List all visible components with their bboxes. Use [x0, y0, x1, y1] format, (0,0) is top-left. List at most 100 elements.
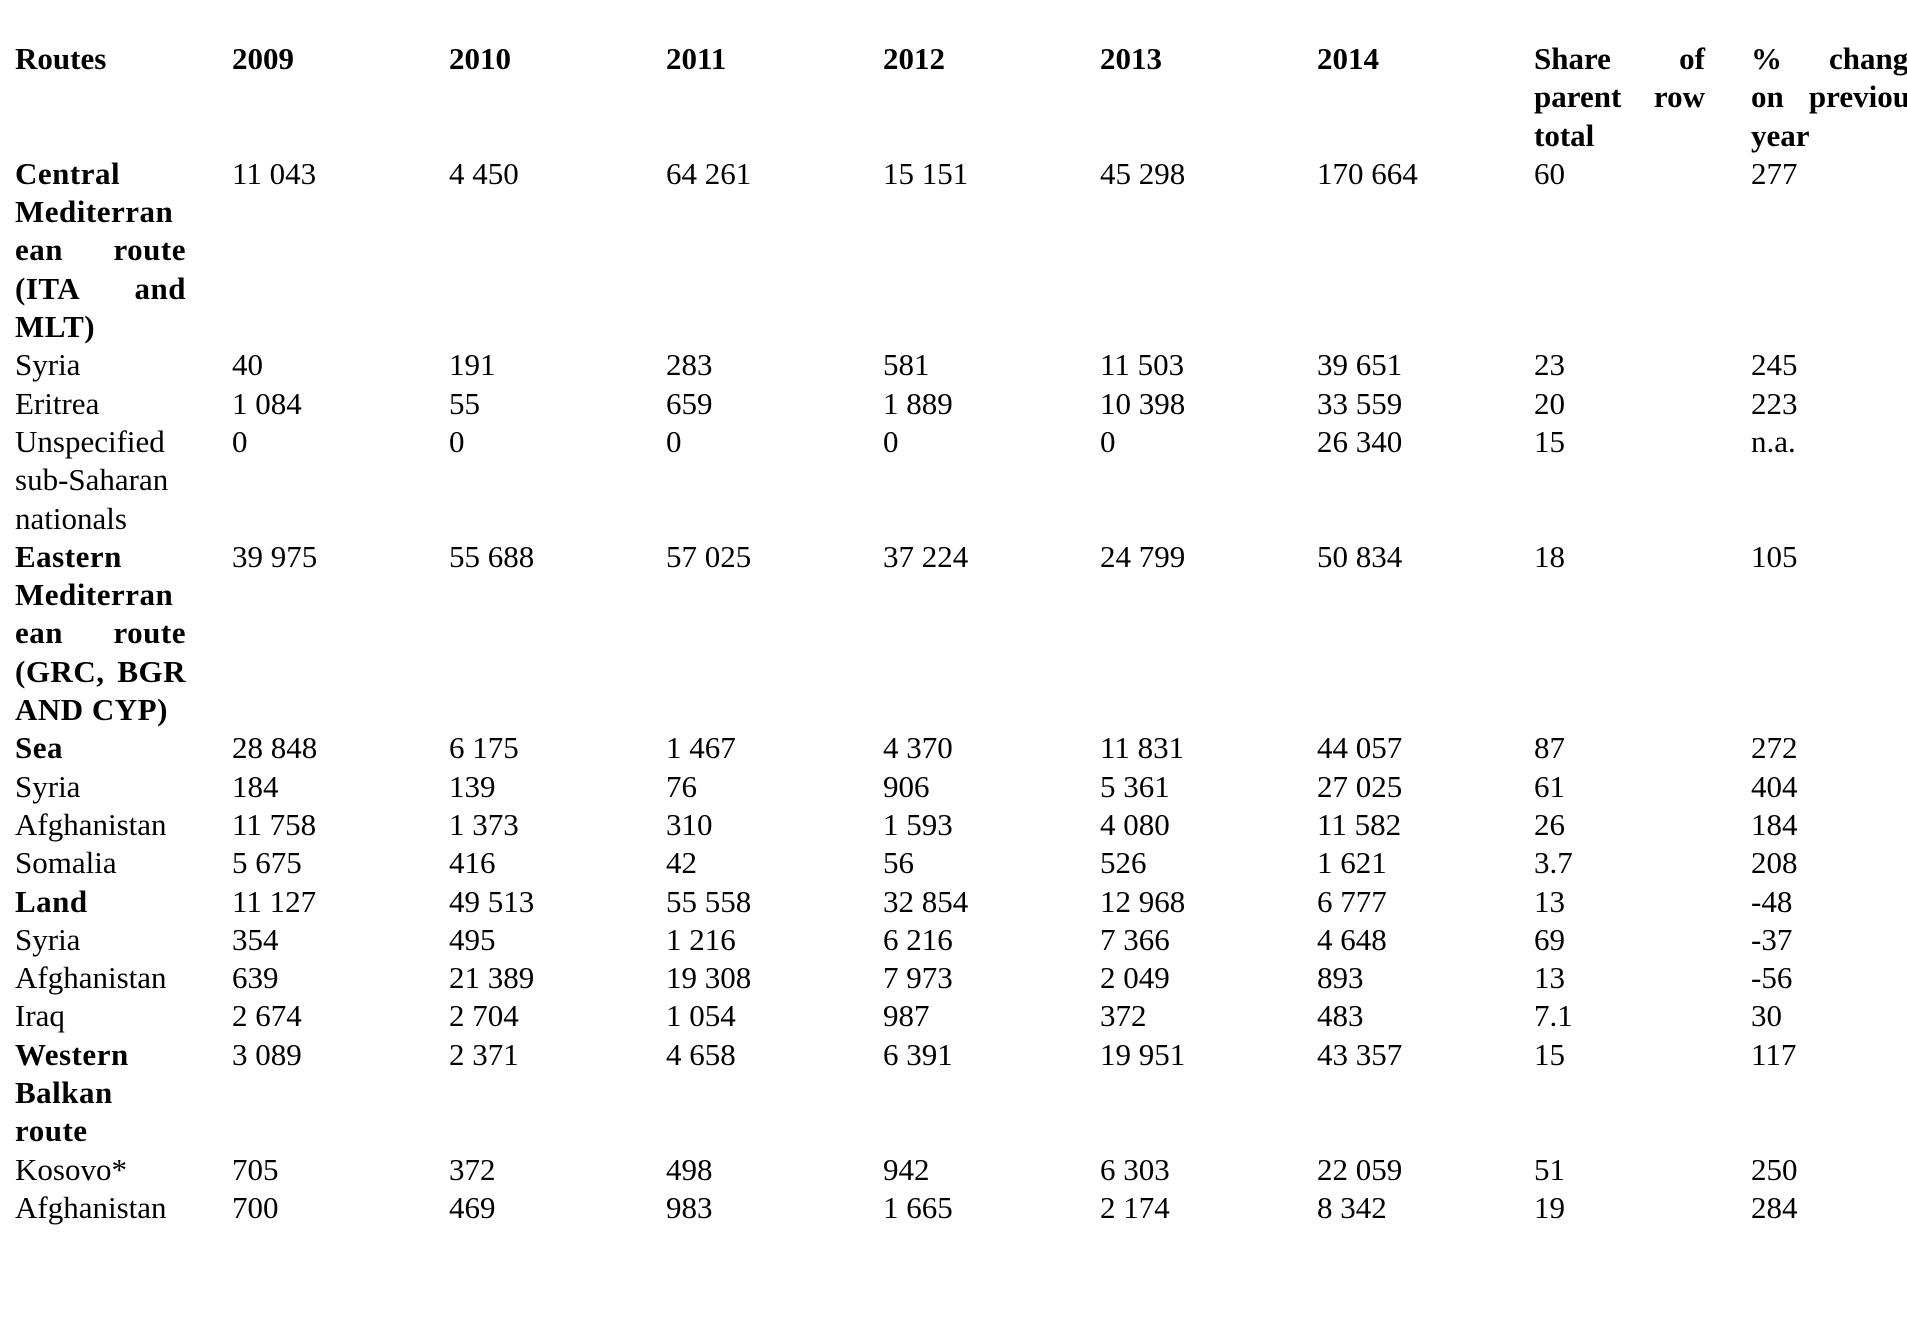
cell: 87: [1534, 730, 1565, 766]
cell: 27 025: [1317, 768, 1403, 804]
cell: 61: [1534, 768, 1565, 804]
cell: 37 224: [883, 538, 969, 574]
cell: 6 777: [1317, 883, 1387, 919]
header-cell: 2011: [666, 41, 727, 76]
cell: 64 261: [666, 155, 752, 191]
cell: 272: [1751, 730, 1798, 766]
cell: 184: [232, 768, 279, 804]
cell: 705: [232, 1151, 279, 1187]
cell: n.a.: [1751, 423, 1796, 459]
cell: 4 658: [666, 1036, 736, 1072]
row-label: Syria: [15, 347, 81, 383]
cell: 2 049: [1100, 960, 1170, 996]
cell: 23: [1534, 347, 1565, 383]
row-label: Iraq: [15, 998, 65, 1034]
cell: 3.7: [1534, 845, 1573, 881]
cell: 7 366: [1100, 921, 1170, 957]
cell: 498: [666, 1151, 713, 1187]
cell: 69: [1534, 921, 1565, 957]
cell: 983: [666, 1189, 713, 1225]
row-label: Unspecified sub-Saharan nationals: [15, 423, 169, 536]
cell: 105: [1751, 538, 1798, 574]
header-cell: 2012: [883, 41, 945, 76]
cell: 10 398: [1100, 385, 1186, 421]
routes-table: Routes 2009 2010 2011 2012 2013 2014 Share of p…: [15, 40, 1907, 1227]
cell: 51: [1534, 1151, 1565, 1187]
cell: 483: [1317, 998, 1364, 1034]
table-row: Kosovo* 705 372 498 942 6 303 22 059 51 250: [15, 1151, 1907, 1189]
row-label: Kosovo*: [15, 1151, 127, 1187]
cell: 49 513: [449, 883, 535, 919]
cell: 0: [1100, 423, 1116, 459]
cell: 42: [666, 845, 697, 881]
row-label: Somalia: [15, 845, 117, 881]
cell: 372: [1100, 998, 1147, 1034]
row-label: Eastern Mediterranean route (GRC, BGR AN…: [15, 538, 186, 728]
header-cell: 2009: [232, 41, 294, 76]
cell: 11 503: [1100, 347, 1185, 383]
cell: 22 059: [1317, 1151, 1403, 1187]
cell: 372: [449, 1151, 496, 1187]
cell: 12 968: [1100, 883, 1186, 919]
cell: -37: [1751, 921, 1793, 957]
cell: 1 621: [1317, 845, 1387, 881]
row-label: Afghanistan: [15, 960, 167, 996]
cell: 11 831: [1100, 730, 1185, 766]
table-row: Syria 354 495 1 216 6 216 7 366 4 648 69 -37: [15, 921, 1907, 959]
header-row: Routes 2009 2010 2011 2012 2013 2014 Share of p…: [15, 40, 1907, 155]
cell: 639: [232, 960, 279, 996]
table-row: Iraq 2 674 2 704 1 054 987 372 483 7.1 30: [15, 997, 1907, 1035]
header-cell: 2013: [1100, 41, 1162, 76]
table-row: Afghanistan 700 469 983 1 665 2 174 8 342 19 284: [15, 1189, 1907, 1227]
cell: 7 973: [883, 960, 953, 996]
cell: 1 373: [449, 806, 519, 842]
cell: 1 889: [883, 385, 953, 421]
table-row: Eastern Mediterranean route (GRC, BGR AN…: [15, 538, 1907, 729]
cell: 55 558: [666, 883, 752, 919]
header-cell: 2010: [449, 41, 511, 76]
cell: 50 834: [1317, 538, 1403, 574]
cell: 5 675: [232, 845, 302, 881]
row-label: Afghanistan: [15, 1189, 167, 1225]
table-row: Afghanistan 11 758 1 373 310 1 593 4 080 11 58…: [15, 806, 1907, 844]
table-row: Land 11 127 49 513 55 558 32 854 12 968 6 777 1…: [15, 883, 1907, 921]
table-row: Eritrea 1 084 55 659 1 889 10 398 33 559 20 223: [15, 385, 1907, 423]
cell: 495: [449, 921, 496, 957]
cell: 416: [449, 845, 496, 881]
header-cell: Share of parent row total: [1534, 41, 1705, 153]
cell: 26: [1534, 806, 1565, 842]
cell: 32 854: [883, 883, 969, 919]
cell: 15: [1534, 1036, 1565, 1072]
cell: 700: [232, 1189, 279, 1225]
cell: 30: [1751, 998, 1782, 1034]
table-row: Syria 40 191 283 581 11 503 39 651 23 245: [15, 346, 1907, 384]
cell: 4 080: [1100, 806, 1170, 842]
cell: 1 054: [666, 998, 736, 1034]
cell: 4 370: [883, 730, 953, 766]
cell: 893: [1317, 960, 1364, 996]
cell: 7.1: [1534, 998, 1573, 1034]
cell: 19: [1534, 1189, 1565, 1225]
cell: 13: [1534, 960, 1565, 996]
row-label: Land: [15, 883, 88, 919]
cell: 39 651: [1317, 347, 1403, 383]
cell: 2 174: [1100, 1189, 1170, 1225]
table-body: Central Mediterranean route (ITA and MLT…: [15, 155, 1907, 1227]
cell: 245: [1751, 347, 1798, 383]
cell: -48: [1751, 883, 1793, 919]
cell: 354: [232, 921, 279, 957]
cell: 20: [1534, 385, 1565, 421]
cell: 987: [883, 998, 930, 1034]
cell: 33 559: [1317, 385, 1403, 421]
cell: 191: [449, 347, 496, 383]
cell: 1 593: [883, 806, 953, 842]
cell: 6 175: [449, 730, 519, 766]
cell: 906: [883, 768, 930, 804]
cell: 55: [449, 385, 480, 421]
table-row: Syria 184 139 76 906 5 361 27 025 61 404: [15, 768, 1907, 806]
cell: 19 951: [1100, 1036, 1186, 1072]
row-label: Eritrea: [15, 385, 100, 421]
cell: 6 216: [883, 921, 953, 957]
cell: 11 043: [232, 155, 317, 191]
cell: 250: [1751, 1151, 1798, 1187]
